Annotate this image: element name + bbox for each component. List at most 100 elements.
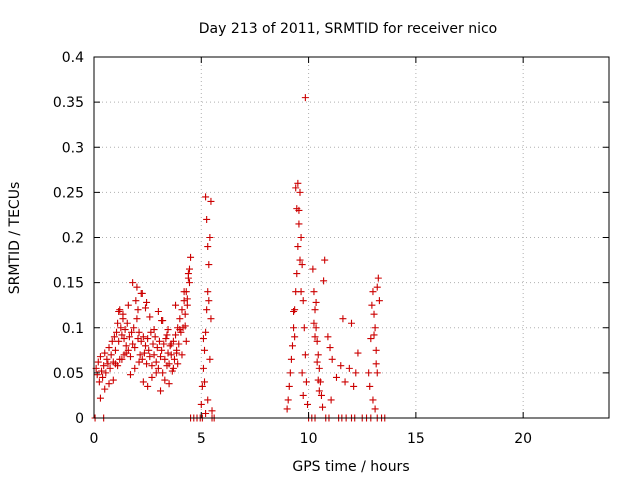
data-point [178, 306, 186, 314]
y-axis-label: SRMTID / TECUs [7, 182, 23, 295]
data-point [292, 184, 300, 192]
data-point [96, 394, 104, 402]
data-point [313, 337, 321, 345]
data-point [151, 333, 159, 341]
data-point [310, 288, 318, 296]
data-point [94, 358, 102, 366]
data-point [310, 319, 318, 327]
data-point [148, 373, 156, 381]
data-point [373, 283, 381, 291]
data-point [107, 351, 115, 359]
data-point [185, 279, 193, 287]
data-point [138, 289, 146, 297]
x-tick-label: 15 [407, 431, 425, 447]
data-point [172, 301, 180, 309]
data-point [350, 382, 358, 390]
data-point [299, 297, 307, 305]
data-point [152, 358, 160, 366]
data-point [115, 308, 123, 316]
data-point [154, 364, 162, 372]
data-point [283, 405, 291, 413]
data-point [164, 326, 172, 334]
data-point [370, 331, 378, 339]
data-point [137, 337, 145, 345]
data-point [116, 355, 124, 363]
data-point [118, 331, 126, 339]
data-point [165, 380, 173, 388]
data-point [199, 335, 207, 343]
data-point [178, 351, 186, 359]
y-axis: 0 0.05 0.1 0.15 0.2 0.25 0.3 0.35 0.4 [53, 50, 609, 427]
data-point [161, 376, 169, 384]
data-point [148, 362, 156, 370]
data-point [152, 369, 160, 377]
data-point [199, 364, 207, 372]
x-tick-label: 5 [197, 431, 206, 447]
data-point [130, 324, 138, 332]
data-point [150, 326, 158, 334]
data-point [95, 378, 103, 386]
y-tick-label: 0.35 [53, 95, 84, 111]
data-point [371, 405, 379, 413]
data-point [183, 295, 191, 303]
data-point [204, 396, 212, 404]
data-point [170, 355, 178, 363]
data-point [144, 382, 152, 390]
data-point [206, 355, 214, 363]
data-point [290, 308, 298, 316]
data-point [291, 306, 299, 314]
data-point [185, 265, 193, 273]
data-point [101, 349, 109, 357]
data-point [121, 326, 129, 334]
x-tick-label: 20 [514, 431, 532, 447]
data-point [372, 360, 380, 368]
data-point [106, 364, 114, 372]
data-point [286, 369, 294, 377]
data-point [158, 317, 166, 325]
data-point [129, 279, 137, 287]
data-point [173, 349, 181, 357]
data-point [311, 333, 319, 341]
data-point [374, 274, 382, 282]
data-point [354, 349, 362, 357]
data-point [315, 364, 323, 372]
data-point [198, 382, 206, 390]
data-point [302, 378, 310, 386]
data-point [208, 407, 216, 415]
data-point [142, 342, 149, 350]
data-point [184, 270, 192, 278]
data-point [299, 391, 307, 399]
data-point [203, 215, 211, 223]
data-point [158, 346, 166, 354]
data-point [368, 301, 376, 309]
data-point [99, 373, 107, 381]
data-point [201, 378, 209, 386]
data-point [296, 188, 304, 196]
data-point [328, 355, 336, 363]
data-point [111, 360, 119, 368]
data-point [111, 346, 119, 354]
data-point [164, 349, 172, 357]
data-point [103, 355, 111, 363]
data-point [113, 328, 121, 336]
data-point [372, 346, 380, 354]
data-point [180, 288, 188, 296]
data-point [157, 353, 165, 361]
data-point [311, 306, 319, 314]
data-point [165, 360, 173, 368]
data-point [139, 378, 147, 386]
data-point [100, 362, 108, 370]
data-point [166, 342, 174, 350]
data-point [319, 403, 327, 411]
y-tick-label: 0.3 [62, 140, 84, 156]
data-point [117, 324, 125, 332]
y-tick-label: 0 [75, 411, 84, 427]
x-axis-label: GPS time / hours [292, 459, 409, 475]
data-point [146, 313, 154, 321]
data-point [352, 369, 360, 377]
data-point [157, 387, 165, 395]
data-point [140, 349, 148, 357]
data-point [120, 335, 128, 343]
data-point [327, 396, 335, 404]
